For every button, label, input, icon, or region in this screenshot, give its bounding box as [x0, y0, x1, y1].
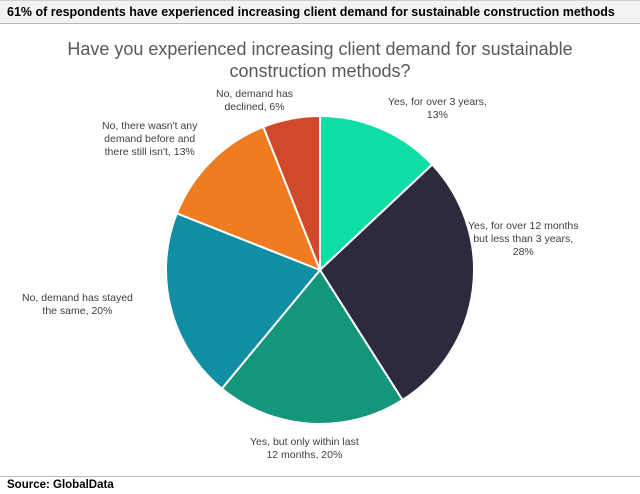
slice-label-3: Yes, but only within last 12 months, 20%: [250, 436, 359, 462]
pie-chart: [165, 114, 475, 425]
slice-label-line: No, there wasn't any: [102, 120, 198, 132]
chart-title: Have you experienced increasing client d…: [0, 38, 640, 82]
slice-label-6: No, demand has declined, 6%: [216, 88, 293, 114]
source-note: Source: GlobalData: [7, 479, 114, 491]
slice-label-5: No, there wasn't any demand before and the…: [102, 120, 197, 159]
pie-slice-5: [175, 125, 322, 272]
pie-slice-6: [262, 114, 321, 271]
slice-label-1: Yes, for over 3 years, 13%: [388, 96, 487, 122]
pie-slice-3: [220, 268, 404, 425]
slice-label-line: demand before and: [104, 133, 196, 145]
slice-label-line: the same, 20%: [42, 305, 113, 317]
chart-title-line-2: construction methods?: [229, 61, 411, 81]
header-title: 61% of respondents have experienced incr…: [7, 5, 615, 19]
slice-label-line: there still isn't, 13%: [104, 146, 195, 158]
slice-label-line: 12 months, 20%: [266, 449, 343, 461]
slice-label-line: No, demand has: [216, 88, 294, 100]
slice-label-line: 13%: [426, 109, 448, 121]
pie-slice-1: [319, 114, 434, 273]
slice-label-line: declined, 6%: [224, 101, 285, 113]
chart-title-line-1: Have you experienced increasing client d…: [67, 39, 573, 59]
slice-label-2: Yes, for over 12 months but less than 3 y…: [468, 220, 579, 259]
slice-label-line: No, demand has stayed: [22, 292, 133, 304]
slice-label-line: Yes, but only within last: [250, 436, 359, 448]
slice-label-line: but less than 3 years,: [473, 233, 574, 245]
header-bar: 61% of respondents have experienced incr…: [0, 0, 640, 24]
footer-bar: Source: GlobalData: [0, 476, 640, 494]
chart-area: Have you experienced increasing client d…: [0, 24, 640, 476]
slice-label-4: No, demand has stayed the same, 20%: [22, 292, 133, 318]
pie-slice-2: [318, 163, 475, 402]
slice-label-line: Yes, for over 3 years,: [388, 96, 487, 108]
slice-label-line: 28%: [512, 246, 534, 258]
pie-slice-4: [165, 212, 322, 391]
slice-label-line: Yes, for over 12 months: [468, 220, 579, 232]
